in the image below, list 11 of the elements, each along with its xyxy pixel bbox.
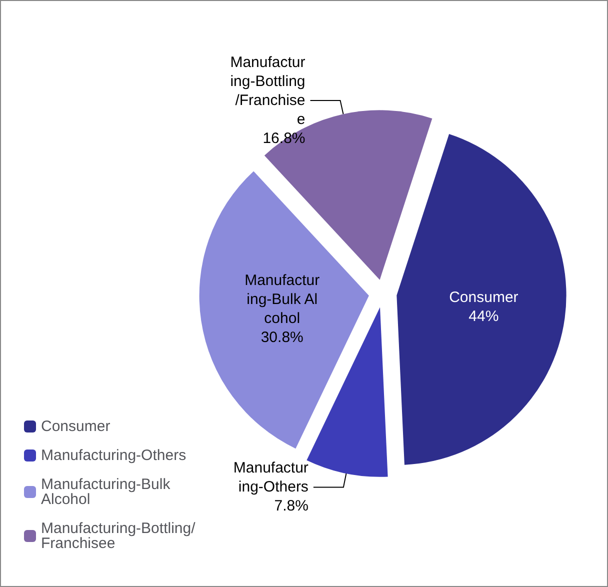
slice-label: Consumer <box>449 289 518 306</box>
data-label: 44% <box>468 308 499 326</box>
legend-label: Manufacturing-Bottling/Franchisee <box>41 520 196 552</box>
slice-label: Manufacturing-Others <box>233 460 308 496</box>
legend-label: Consumer <box>41 418 110 435</box>
legend-label: Manufacturing-Bulk Alcohol <box>41 476 174 508</box>
slice-label: Manufacturing-Bottling/Franchisee <box>230 54 306 128</box>
slice-label: Manufacturing-Bulk Alcohol <box>244 272 320 327</box>
data-label: 7.8% <box>274 498 308 515</box>
legend-label: Manufacturing-Others <box>41 447 186 464</box>
data-label: 30.8% <box>260 328 304 346</box>
